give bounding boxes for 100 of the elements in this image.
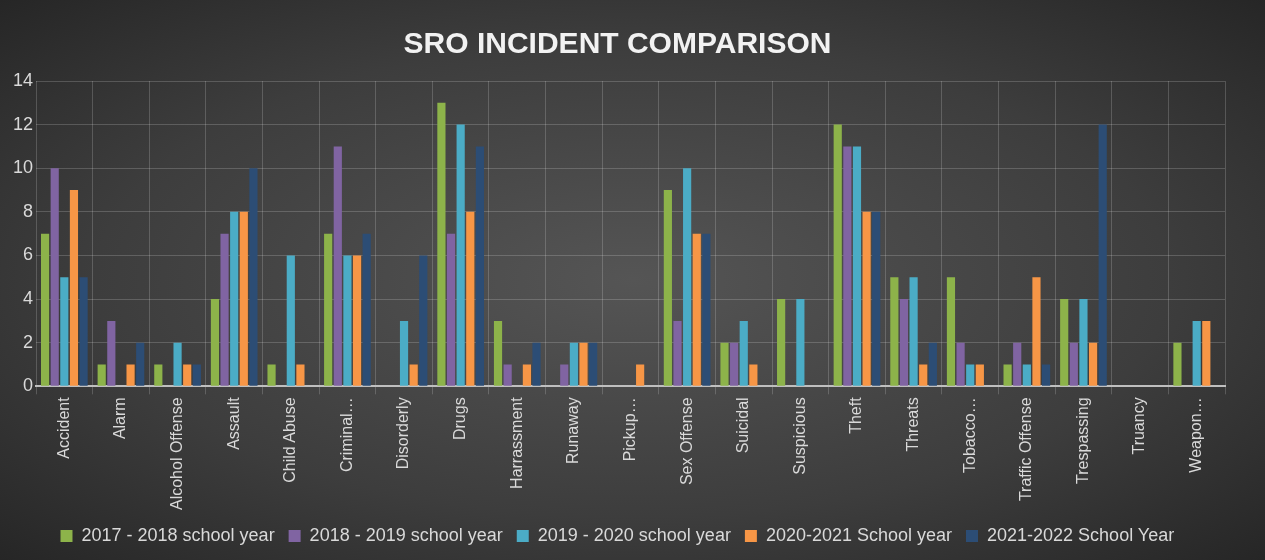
x-tick-label: Pickup… <box>620 397 638 462</box>
bar <box>749 364 758 386</box>
bar <box>324 233 333 386</box>
x-tick-label: Trespassing <box>1073 397 1091 484</box>
x-tick-label: Sex Offense <box>677 397 695 486</box>
bar <box>456 124 465 386</box>
bar <box>136 342 145 386</box>
bar <box>399 320 409 386</box>
bar <box>683 168 692 386</box>
bar <box>522 364 531 386</box>
bar <box>183 364 192 386</box>
bar <box>192 364 201 386</box>
bar <box>636 364 645 386</box>
bar <box>296 364 305 386</box>
bar <box>1013 342 1022 386</box>
bar <box>343 255 352 386</box>
bar <box>503 364 512 386</box>
bar <box>1022 364 1031 386</box>
bar <box>532 342 541 386</box>
bar <box>173 342 182 386</box>
legend-label: 2021-2022 School Year <box>987 524 1175 545</box>
x-tick-label: Suicidal <box>734 397 752 454</box>
bar <box>1088 342 1098 386</box>
bar <box>702 233 711 386</box>
bar <box>872 211 881 386</box>
bar <box>493 320 503 386</box>
y-tick-label: 6 <box>23 244 34 265</box>
bar <box>466 211 475 386</box>
bar <box>720 342 729 386</box>
x-tick-label: Assault <box>224 396 242 450</box>
bar <box>50 168 59 386</box>
y-tick-label: 0 <box>23 375 34 396</box>
x-tick-label: Criminal… <box>337 397 355 473</box>
bar <box>437 102 446 386</box>
bar <box>352 255 362 386</box>
bar <box>1060 299 1069 386</box>
bar <box>40 233 50 386</box>
legend-label: 2020-2021 School year <box>765 524 953 545</box>
bar <box>107 320 116 386</box>
bar <box>249 168 258 386</box>
legend-label: 2017 - 2018 school year <box>81 524 275 545</box>
bar <box>1032 277 1041 386</box>
bar <box>239 211 248 386</box>
bar <box>909 277 918 386</box>
bar <box>796 299 805 386</box>
x-tick-label: Threats <box>904 397 922 452</box>
bar <box>833 124 842 386</box>
y-tick-label: 10 <box>12 157 34 178</box>
legend-label: 2018 - 2019 school year <box>309 524 503 545</box>
x-tick-label: Alcohol Offense <box>167 397 185 511</box>
x-tick-label: Harrassment <box>507 396 525 489</box>
y-tick-label: 12 <box>12 113 34 134</box>
x-tick-label: Disorderly <box>394 397 412 470</box>
bar <box>946 277 956 386</box>
bar <box>589 342 598 386</box>
bar <box>579 342 588 386</box>
x-tick-label: Suspicious <box>790 397 808 475</box>
bar <box>569 342 578 386</box>
bar <box>1042 364 1051 386</box>
bar <box>890 277 899 386</box>
bar <box>843 146 852 386</box>
bar <box>126 364 135 386</box>
y-tick-label: 14 <box>12 69 34 90</box>
bar <box>1202 320 1211 386</box>
bar <box>1173 342 1182 386</box>
bar <box>286 255 295 386</box>
bar <box>692 233 701 386</box>
bar <box>60 277 69 386</box>
legend-label: 2019 - 2020 school year <box>537 524 731 545</box>
bar <box>230 211 239 386</box>
bar <box>69 190 79 386</box>
bar <box>852 146 862 386</box>
bar <box>210 299 220 386</box>
bar <box>928 342 937 386</box>
x-tick-label: Truancy <box>1130 397 1148 455</box>
x-tick-label: Child Abuse <box>281 397 299 483</box>
bar <box>220 233 229 386</box>
y-tick-label: 2 <box>23 331 34 352</box>
x-tick-label: Drugs <box>451 397 469 441</box>
bar <box>1098 124 1107 386</box>
bar <box>777 299 786 386</box>
bar <box>333 146 342 386</box>
bar <box>730 342 739 386</box>
bar <box>97 364 106 386</box>
bar <box>975 364 984 386</box>
bar <box>446 233 456 386</box>
bar <box>956 342 965 386</box>
bar <box>1069 342 1078 386</box>
bar <box>1079 299 1088 386</box>
chart-title: SRO INCIDENT COMPARISON <box>403 26 832 60</box>
bar <box>739 320 748 386</box>
bar <box>154 364 163 386</box>
x-tick-label: Runaway <box>564 397 582 465</box>
bar <box>862 211 871 386</box>
x-tick-label: Tobacco… <box>960 397 978 473</box>
bar <box>1003 364 1012 386</box>
bar <box>362 233 371 386</box>
x-tick-label: Theft <box>847 396 865 434</box>
y-tick-label: 8 <box>23 200 34 221</box>
bar <box>663 190 672 386</box>
